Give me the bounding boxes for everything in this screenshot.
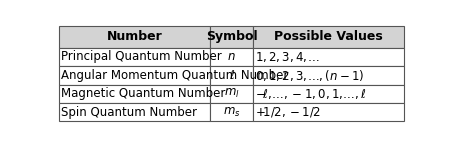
Bar bbox=[59, 26, 210, 48]
Bar bbox=[253, 103, 404, 121]
Bar bbox=[210, 103, 253, 121]
Text: $m_s$: $m_s$ bbox=[223, 106, 240, 119]
Bar bbox=[59, 66, 210, 85]
Text: Principal Quantum Number: Principal Quantum Number bbox=[62, 50, 222, 63]
Text: Number: Number bbox=[107, 30, 163, 43]
Bar bbox=[253, 48, 404, 66]
Text: $n$: $n$ bbox=[228, 50, 236, 63]
Bar bbox=[59, 85, 210, 103]
Text: $+\!1/2, -1/2$: $+\!1/2, -1/2$ bbox=[255, 105, 321, 119]
Text: Magnetic Quantum Number: Magnetic Quantum Number bbox=[62, 87, 226, 100]
Text: Spin Quantum Number: Spin Quantum Number bbox=[62, 106, 198, 119]
Bar bbox=[210, 48, 253, 66]
Bar bbox=[210, 26, 253, 48]
Text: Symbol: Symbol bbox=[206, 30, 257, 43]
Bar bbox=[253, 66, 404, 85]
Bar bbox=[59, 103, 210, 121]
Text: Possible Values: Possible Values bbox=[274, 30, 383, 43]
Text: $0, 1, 2, 3,\!\ldots, (n-1)$: $0, 1, 2, 3,\!\ldots, (n-1)$ bbox=[255, 68, 365, 83]
Text: $1, 2, 3, 4,\!\ldots$: $1, 2, 3, 4,\!\ldots$ bbox=[255, 50, 319, 64]
Text: Angular Momentum Quantum Number: Angular Momentum Quantum Number bbox=[62, 69, 289, 82]
Text: $-\!\ell,\!\ldots, -1, 0, 1,\!\ldots,\ell$: $-\!\ell,\!\ldots, -1, 0, 1,\!\ldots,\el… bbox=[255, 87, 367, 101]
Text: $m_l$: $m_l$ bbox=[224, 87, 239, 100]
Text: $\ell$: $\ell$ bbox=[228, 69, 235, 82]
Bar bbox=[253, 85, 404, 103]
Bar bbox=[210, 66, 253, 85]
Bar bbox=[253, 26, 404, 48]
Bar bbox=[210, 85, 253, 103]
Bar bbox=[59, 48, 210, 66]
